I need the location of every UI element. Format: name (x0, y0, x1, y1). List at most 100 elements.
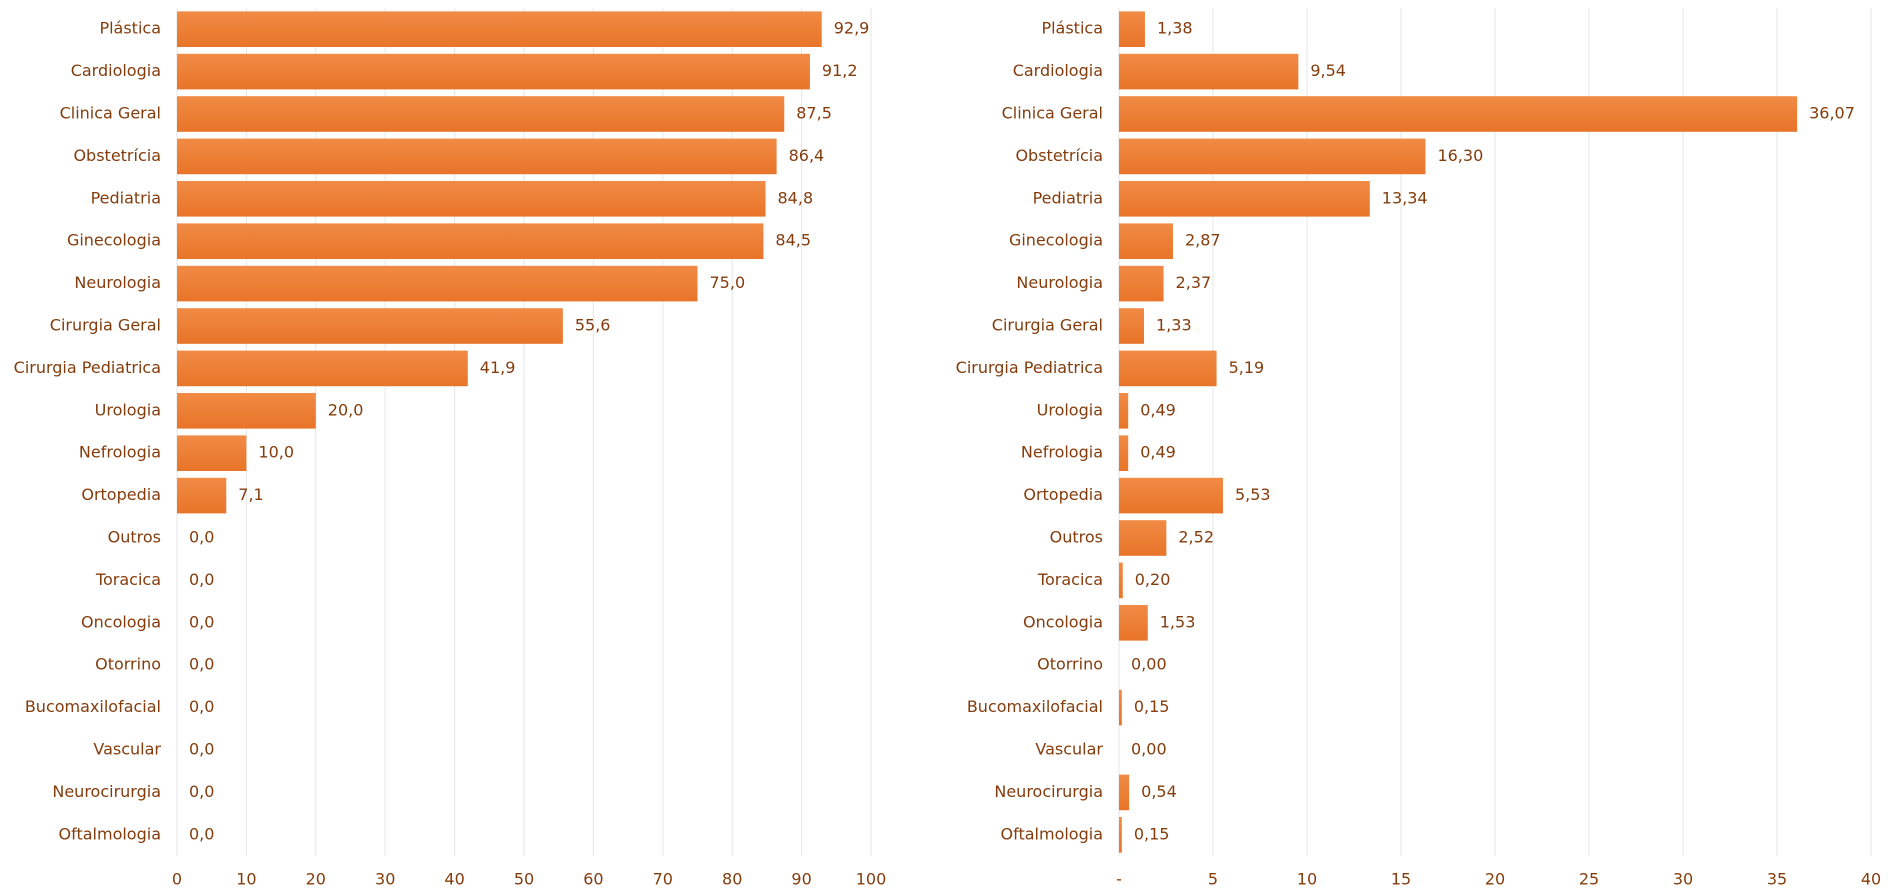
value-label: 55,6 (575, 316, 611, 335)
bar (177, 53, 810, 90)
value-label: 0,0 (189, 740, 214, 759)
bar (177, 477, 227, 514)
category-label: Urologia (95, 400, 161, 419)
bar (1119, 350, 1217, 387)
category-label: Ortopedia (81, 485, 161, 504)
x-tick-label: 100 (856, 870, 887, 889)
bar (1119, 477, 1223, 514)
bar (177, 308, 563, 344)
category-label: Plástica (1041, 19, 1103, 38)
value-label: 92,9 (834, 19, 870, 38)
value-label: 2,37 (1176, 273, 1212, 292)
value-label: 75,0 (710, 273, 746, 292)
category-label: Neurologia (74, 273, 161, 292)
value-label: 0,00 (1131, 740, 1167, 759)
category-label: Ortopedia (1023, 485, 1103, 504)
category-label: Neurologia (1016, 273, 1103, 292)
value-label: 7,1 (238, 485, 263, 504)
bar (1119, 265, 1164, 302)
x-tick-label: 10 (1297, 870, 1317, 889)
bar (1119, 689, 1122, 726)
category-label: Obstetrícia (1015, 146, 1103, 165)
x-tick-label: 15 (1391, 870, 1411, 889)
x-tick-label: 30 (1673, 870, 1693, 889)
value-label: 36,07 (1809, 104, 1855, 123)
category-label: Pediatria (1033, 188, 1103, 207)
x-tick-label: 25 (1579, 870, 1599, 889)
bar (1119, 138, 1426, 175)
x-tick-label: 20 (1485, 870, 1505, 889)
x-tick-label: 40 (1861, 870, 1881, 889)
value-label: 87,5 (796, 104, 832, 123)
category-label: Bucomaxilofacial (25, 697, 161, 716)
value-label: 16,30 (1437, 146, 1483, 165)
value-label: 1,53 (1160, 612, 1196, 631)
bar (177, 435, 247, 472)
value-label: 9,54 (1310, 61, 1346, 80)
value-label: 2,87 (1185, 231, 1221, 250)
category-label: Vascular (1035, 740, 1103, 759)
value-label: 13,34 (1382, 188, 1428, 207)
category-label: Oncologia (81, 612, 161, 631)
category-label: Outros (108, 528, 161, 547)
bar (1119, 308, 1145, 344)
category-label: Cirurgia Pediatrica (14, 358, 161, 377)
value-label: 0,49 (1140, 400, 1176, 419)
category-label: Plástica (99, 19, 161, 38)
category-label: Nefrologia (79, 443, 161, 462)
category-label: Cirurgia Geral (50, 316, 161, 335)
bar (1119, 180, 1370, 217)
value-label: 5,53 (1235, 485, 1271, 504)
category-label: Oncologia (1023, 612, 1103, 631)
x-tick-label: 35 (1767, 870, 1787, 889)
x-tick-label: 80 (722, 870, 742, 889)
value-label: 10,0 (258, 443, 294, 462)
category-label: Toracica (1037, 570, 1103, 589)
value-label: 84,8 (778, 188, 814, 207)
bar (177, 392, 316, 429)
category-label: Oftalmologia (59, 824, 161, 843)
value-label: 1,33 (1156, 316, 1192, 335)
category-label: Cardiologia (1013, 61, 1103, 80)
value-label: 0,15 (1134, 824, 1170, 843)
category-label: Neurocirurgia (994, 782, 1103, 801)
bar (1119, 223, 1173, 260)
category-label: Toracica (95, 570, 161, 589)
category-label: Ginecologia (67, 231, 161, 250)
value-label: 5,19 (1229, 358, 1265, 377)
value-label: 0,0 (189, 824, 214, 843)
value-label: 0,0 (189, 655, 214, 674)
x-tick-label: - (1116, 870, 1122, 889)
value-label: 0,0 (189, 697, 214, 716)
category-label: Oftalmologia (1001, 824, 1103, 843)
category-label: Clinica Geral (60, 104, 161, 123)
category-label: Clinica Geral (1002, 104, 1103, 123)
bar (177, 11, 822, 48)
bar (177, 223, 764, 260)
value-label: 84,5 (775, 231, 811, 250)
x-tick-label: 20 (306, 870, 326, 889)
x-tick-label: 40 (444, 870, 464, 889)
category-label: Cardiologia (71, 61, 161, 80)
x-tick-label: 30 (375, 870, 395, 889)
category-label: Outros (1050, 528, 1103, 547)
category-label: Nefrologia (1021, 443, 1103, 462)
x-tick-label: 10 (236, 870, 256, 889)
value-label: 0,00 (1131, 655, 1167, 674)
value-label: 41,9 (480, 358, 516, 377)
bar (1119, 11, 1145, 48)
category-label: Otorrino (95, 655, 161, 674)
bar (177, 96, 785, 132)
value-label: 0,0 (189, 528, 214, 547)
bar (177, 265, 698, 302)
value-label: 1,38 (1157, 19, 1193, 38)
bar (1119, 53, 1299, 90)
value-label: 0,49 (1140, 443, 1176, 462)
bar (177, 138, 777, 175)
value-label: 0,0 (189, 570, 214, 589)
bar (1119, 774, 1130, 811)
x-tick-label: 0 (172, 870, 182, 889)
category-label: Otorrino (1037, 655, 1103, 674)
x-tick-label: 5 (1208, 870, 1218, 889)
